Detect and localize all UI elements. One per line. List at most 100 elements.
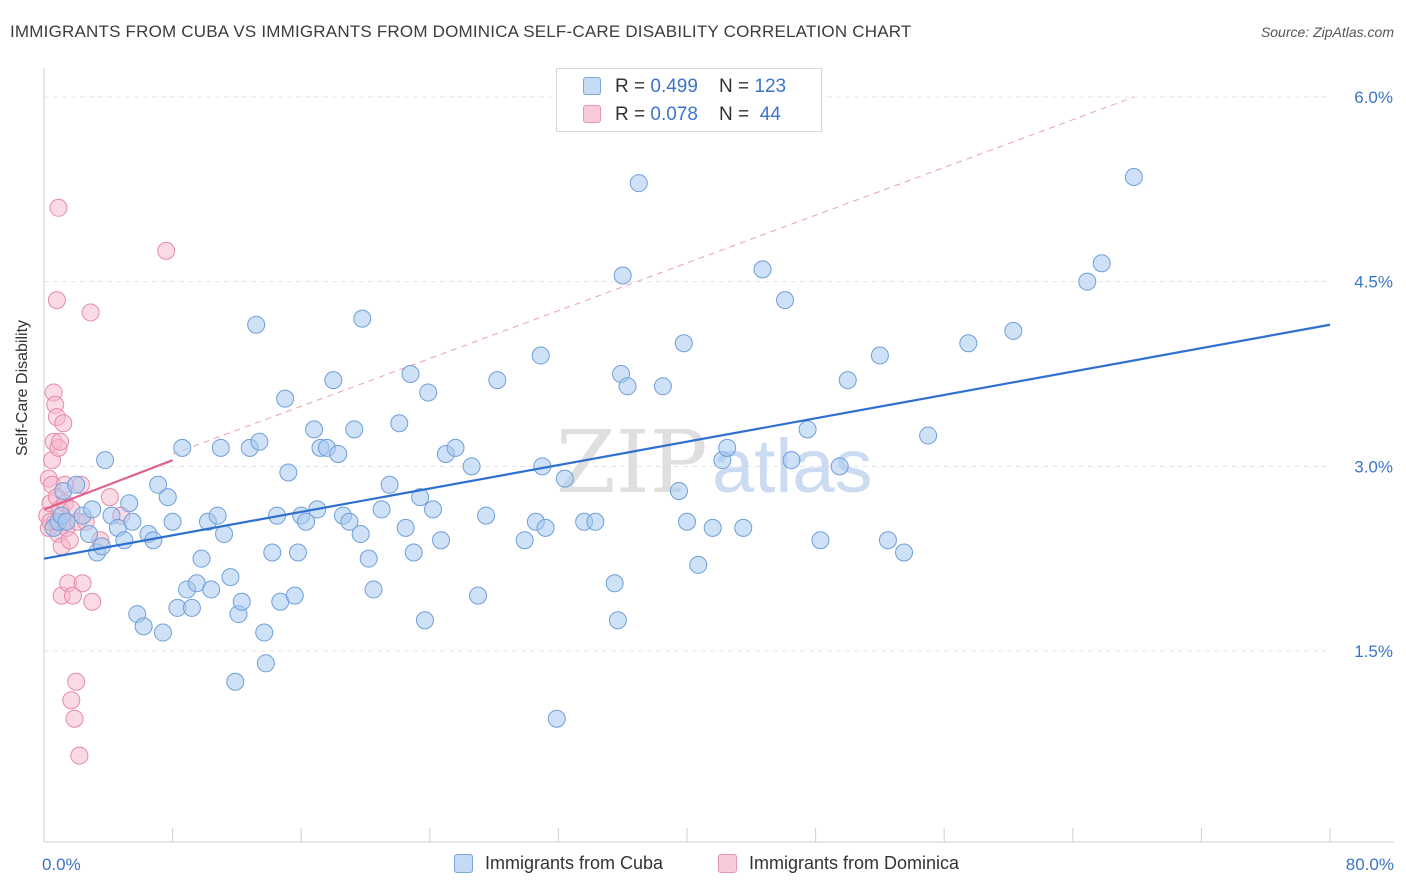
cuba-point	[120, 494, 139, 513]
cuba-point	[153, 623, 172, 642]
cuba-point	[734, 518, 753, 537]
cuba-point	[276, 389, 295, 408]
cuba-point	[878, 531, 897, 550]
dominica-point	[47, 291, 66, 310]
cuba-point	[329, 445, 348, 464]
cuba-point	[669, 481, 688, 500]
cuba-point	[674, 334, 693, 353]
series-legend: Immigrants from Cuba Immigrants from Dom…	[0, 852, 1406, 878]
cuba-point	[232, 592, 251, 611]
cuba-point	[359, 549, 378, 568]
cuba-point	[123, 512, 142, 531]
cuba-point	[390, 414, 409, 433]
dominica-point	[157, 241, 176, 260]
cuba-point	[255, 623, 274, 642]
cuba-point	[411, 488, 430, 507]
cuba-point	[340, 512, 359, 531]
cuba-point	[782, 451, 801, 470]
cuba-point	[629, 174, 648, 193]
cuba-point	[753, 260, 772, 279]
cuba-point	[182, 598, 201, 617]
cuba-point	[279, 463, 298, 482]
n-value-dominica: 44	[754, 104, 781, 125]
dominica-point	[67, 672, 86, 691]
cuba-point	[263, 543, 282, 562]
dominica-point	[65, 709, 84, 728]
dominica-swatch	[583, 105, 601, 123]
cuba-point	[446, 438, 465, 457]
r-label: R =	[615, 76, 651, 97]
reference-line	[172, 96, 1135, 455]
dominica-point	[49, 198, 68, 217]
cuba-point	[605, 574, 624, 593]
cuba-point	[919, 426, 938, 445]
cuba-point	[703, 518, 722, 537]
cuba-points	[44, 168, 1143, 728]
cuba-point	[149, 475, 168, 494]
cuba-point	[345, 420, 364, 439]
cuba-point	[351, 525, 370, 544]
cuba-point	[689, 555, 708, 574]
y-tick-label: 6.0%	[1354, 88, 1393, 107]
cuba-point	[353, 309, 372, 328]
dominica-point	[83, 592, 102, 611]
y-tick-label: 4.5%	[1354, 273, 1393, 292]
cuba-point	[285, 586, 304, 605]
cuba-point	[830, 457, 849, 476]
cuba-trend-line	[43, 323, 1331, 560]
legend-label-cuba: Immigrants from Cuba	[485, 853, 664, 873]
cuba-point	[401, 365, 420, 383]
cuba-point	[488, 371, 507, 390]
cuba-point	[811, 531, 830, 550]
axes-layer	[43, 68, 1394, 843]
cuba-point	[250, 432, 269, 451]
cuba-point	[838, 371, 857, 390]
cuba-point	[469, 586, 488, 605]
correlation-legend: R = 0.499 N = 123 R = 0.078 N = 44	[556, 68, 822, 132]
cuba-point	[404, 543, 423, 562]
cuba-point	[415, 611, 434, 630]
cuba-point	[134, 617, 153, 636]
cuba-legend-swatch	[454, 854, 473, 873]
cuba-point	[531, 346, 550, 365]
cuba-point	[678, 512, 696, 531]
legend-row-dominica: R = 0.078 N = 44	[557, 102, 821, 128]
cuba-point	[83, 500, 102, 519]
cuba-point	[419, 383, 438, 402]
cuba-point	[158, 488, 177, 507]
cuba-point	[221, 568, 240, 587]
r-label: R =	[615, 104, 651, 125]
cuba-point	[432, 531, 451, 550]
cuba-point	[208, 506, 227, 525]
tick-labels: 1.5% 3.0% 4.5% 6.0% 0.0% 80.0%	[42, 88, 1394, 874]
cuba-point	[586, 512, 605, 531]
y-axis-label: Self-Care Disability	[14, 319, 31, 456]
dominica-point	[62, 691, 81, 710]
cuba-point	[1124, 168, 1143, 187]
y-tick-label: 1.5%	[1354, 642, 1393, 661]
cuba-point	[211, 438, 230, 457]
cuba-point	[372, 500, 391, 519]
cuba-point	[613, 266, 632, 285]
cuba-point	[424, 500, 443, 519]
x-tick-label: 0.0%	[42, 855, 81, 874]
dominica-point	[54, 414, 73, 433]
cuba-point	[798, 420, 817, 439]
cuba-point	[618, 377, 637, 396]
cuba-point	[226, 672, 245, 691]
dominica-point	[63, 586, 82, 605]
cuba-point	[653, 377, 672, 396]
dominica-point	[73, 574, 92, 593]
cuba-point	[477, 506, 496, 525]
n-label: N =	[719, 76, 755, 97]
cuba-point	[163, 512, 182, 531]
dominica-point	[100, 488, 119, 507]
r-value-cuba: 0.499	[650, 76, 698, 97]
cuba-point	[547, 709, 566, 728]
cuba-point	[555, 469, 574, 488]
cuba-point	[202, 580, 221, 599]
cuba-point	[96, 451, 115, 470]
cuba-point	[870, 346, 889, 365]
x-tick-label: 80.0%	[1346, 855, 1394, 874]
cuba-point	[247, 315, 266, 334]
